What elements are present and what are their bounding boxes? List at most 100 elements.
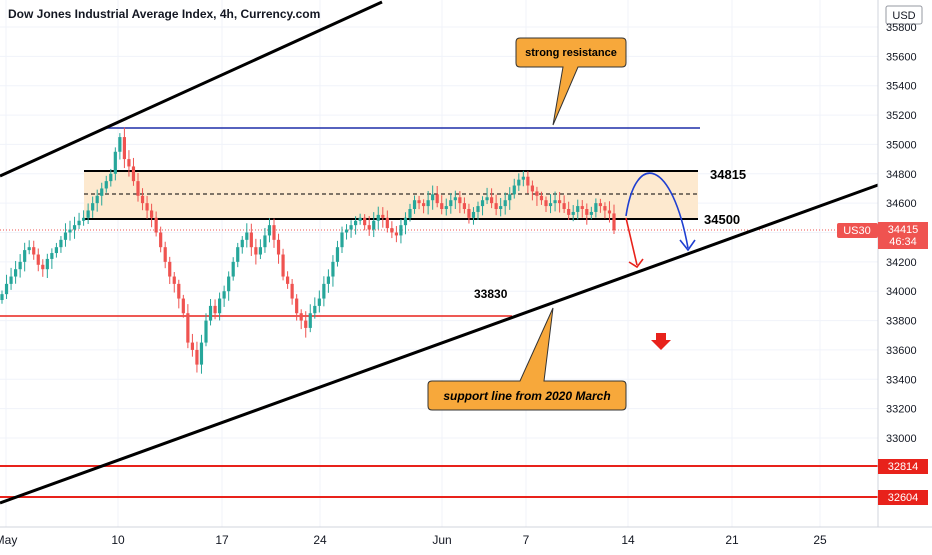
candle-body — [299, 313, 303, 321]
candle-body — [367, 225, 371, 230]
candle-body — [286, 276, 290, 284]
candle-body — [363, 217, 367, 226]
candle-body — [358, 217, 362, 221]
candle-body — [131, 166, 136, 182]
candle-body — [476, 206, 480, 212]
candle-body — [471, 211, 476, 218]
candle-body — [335, 247, 340, 262]
candle-body — [313, 305, 317, 314]
candle-body — [349, 225, 353, 230]
candle-body — [440, 203, 444, 210]
forecast-down-arrowhead — [628, 258, 644, 269]
symbol-badge — [837, 223, 878, 238]
candle-body — [127, 159, 131, 167]
candle-body — [14, 269, 18, 277]
time-tick-label: 17 — [215, 533, 229, 547]
price-tick-label: 34000 — [886, 286, 917, 298]
candle-body — [544, 200, 548, 207]
sell-signal-icon[interactable] — [651, 333, 671, 350]
level-32604-badge-label: 32604 — [888, 492, 919, 504]
candle-body — [385, 217, 389, 229]
time-tick-label: May — [0, 533, 17, 547]
price-tick-label: 35800 — [886, 22, 917, 34]
candle-body — [354, 220, 358, 226]
candle-body — [535, 191, 539, 196]
candle-body — [227, 276, 231, 292]
candle-body — [199, 342, 204, 365]
candle-body — [276, 239, 281, 255]
candle-body — [480, 200, 485, 207]
time-tick-label: Jun — [432, 533, 451, 547]
forecast-down-arrow — [625, 217, 638, 266]
candle-body — [36, 254, 40, 265]
candle-body — [254, 247, 258, 255]
candle-body — [426, 200, 430, 207]
symbol-badge-label: US30 — [843, 225, 871, 237]
candle-body — [145, 203, 149, 211]
candle-body — [54, 247, 58, 254]
candle-body — [408, 209, 412, 218]
currency-badge[interactable] — [885, 5, 923, 25]
candle-body — [562, 203, 566, 210]
candle-body — [558, 200, 562, 204]
candle-body — [18, 261, 22, 270]
candle-body — [331, 261, 335, 277]
candle-body — [267, 225, 272, 236]
candle-body — [467, 209, 471, 218]
candle-body — [394, 232, 398, 236]
candle-body — [109, 173, 113, 182]
candle-body — [41, 264, 45, 270]
candle-body — [585, 209, 589, 215]
candle-body — [168, 261, 172, 277]
candle-body — [91, 203, 95, 211]
candle-body — [181, 298, 185, 314]
price-tick-label: 34800 — [886, 169, 917, 181]
candle-body — [526, 176, 530, 186]
candle-body — [589, 211, 593, 215]
time-tick-label: 10 — [111, 533, 125, 547]
candle-body — [72, 225, 77, 230]
price-tick-label: 33600 — [886, 345, 917, 357]
candle-body — [218, 298, 222, 314]
support-line-callout — [427, 307, 627, 411]
price-axis-ticks[interactable]: 3580035600354003520035000348003460034400… — [886, 22, 917, 445]
candle-body — [154, 217, 158, 233]
level-33830-label: 33830 — [474, 287, 508, 301]
price-tick-label: 35400 — [886, 81, 917, 93]
candle-body — [539, 195, 544, 201]
candle-body — [59, 239, 63, 248]
candle-body — [308, 313, 312, 328]
candle-body — [612, 213, 616, 231]
candle-body — [512, 185, 516, 195]
time-tick-label: 25 — [813, 533, 827, 547]
candle-body — [453, 197, 457, 201]
level-32814-badge-label: 32814 — [888, 461, 919, 473]
candle-body — [104, 181, 108, 189]
time-axis-ticks[interactable]: May 10 17 24 Jun 7 14 21 25 — [0, 533, 827, 547]
support-line — [0, 183, 879, 505]
candle-body — [517, 179, 521, 186]
candle-body — [340, 232, 344, 248]
candle-body — [159, 232, 163, 248]
candle-body — [163, 247, 167, 262]
candle-body — [113, 151, 117, 174]
candle-body — [598, 203, 602, 207]
candle-body — [122, 137, 126, 160]
candle-body — [281, 254, 285, 277]
time-tick-label: 14 — [621, 533, 635, 547]
price-tick-label: 33800 — [886, 316, 917, 328]
candle-body — [240, 239, 244, 248]
candle-body — [190, 342, 194, 350]
candle-body — [9, 276, 13, 284]
candle-body — [32, 247, 36, 255]
candle-body — [576, 206, 580, 212]
support-line-label: support line from 2020 March — [443, 389, 610, 403]
price-tick-label: 33200 — [886, 404, 917, 416]
level-34500-label: 34500 — [704, 212, 740, 227]
candle-body — [68, 229, 72, 233]
candle-body — [594, 203, 598, 212]
candle-body — [45, 258, 49, 270]
candle-body — [521, 176, 525, 180]
